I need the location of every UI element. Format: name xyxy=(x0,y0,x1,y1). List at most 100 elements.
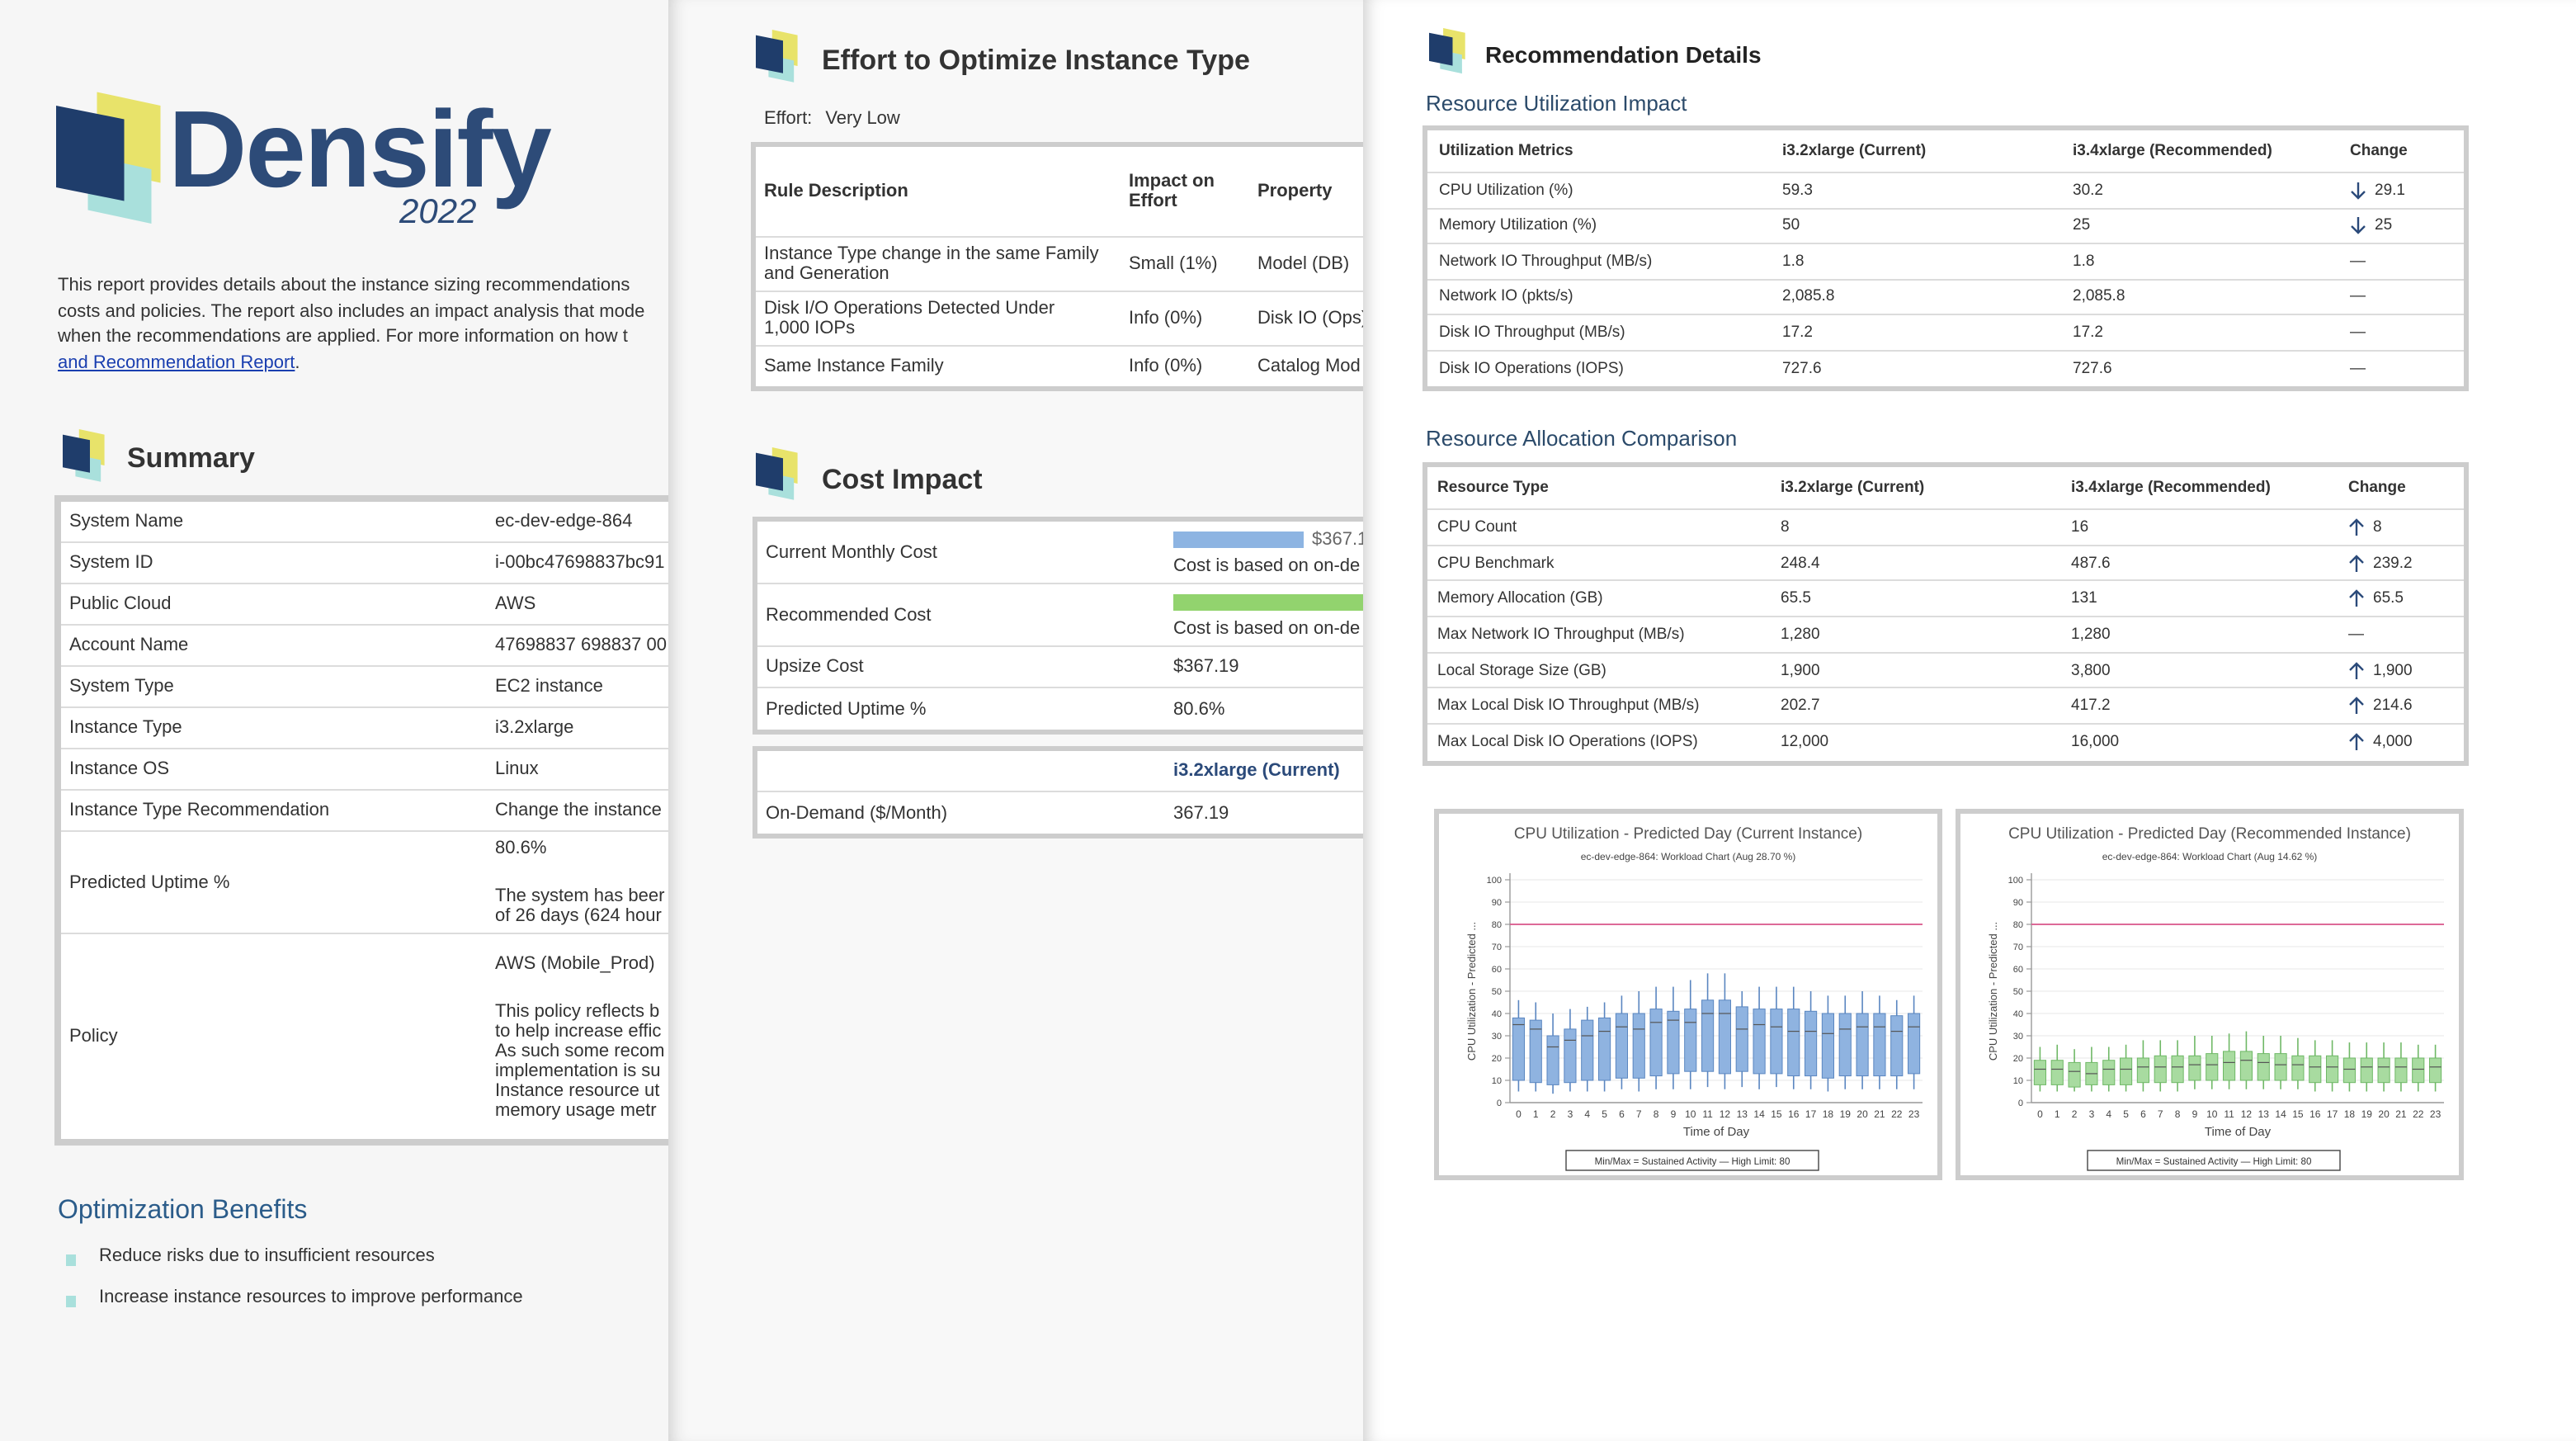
table-cell: 16,000 xyxy=(2071,734,2348,752)
table-cell: CPU Utilization (%) xyxy=(1439,182,1782,200)
x-tick-label: 5 xyxy=(2123,1108,2129,1120)
y-tick-label: 40 xyxy=(1492,1009,1502,1019)
y-axis-title: CPU Utilization - Predicted ... xyxy=(1987,922,1999,1061)
cell-line: ec-dev-edge-864 xyxy=(495,512,633,532)
change-arrow xyxy=(2351,182,2366,200)
summary-table: System Name ec-dev-edge-864 System ID i-00b… xyxy=(54,495,668,1146)
icon-blue xyxy=(1429,32,1453,66)
table-row: Instance Type i3.2xlarge xyxy=(61,708,668,749)
icon-blue xyxy=(63,434,90,473)
cell-line: 1,280 xyxy=(1781,625,1820,644)
cell-line: and Generation xyxy=(764,264,889,284)
table-cell: Change xyxy=(2350,142,2465,160)
table-cell: Predicted Uptime % xyxy=(69,872,495,892)
effort-line: Effort: Very Low xyxy=(764,109,900,129)
cell-line: Cost is based on on-de xyxy=(1173,619,1361,639)
x-tick-label: 8 xyxy=(2175,1108,2181,1120)
table-cell: System Type xyxy=(69,677,495,697)
cell-line: Instance Type xyxy=(69,718,182,738)
cell-line: i3.2xlarge (Current) xyxy=(1781,479,1925,497)
cell-line: Linux xyxy=(495,759,539,779)
cell-paragraph: AWS (Mobile_Prod) xyxy=(495,953,668,973)
cell-line: The system has beer xyxy=(495,886,665,906)
cell-line: Memory Utilization (%) xyxy=(1439,216,1597,235)
section-icon xyxy=(756,447,798,500)
cost-bar xyxy=(1173,594,1363,611)
table-cell: — xyxy=(2350,360,2465,378)
box xyxy=(1890,1015,1904,1077)
change-arrow xyxy=(2349,589,2364,607)
section-title: Recommendation Details xyxy=(1485,41,1762,68)
cell-line: EC2 instance xyxy=(495,677,603,697)
cell-line: Property xyxy=(1257,182,1333,201)
x-tick-label: 19 xyxy=(1840,1108,1852,1120)
box xyxy=(2309,1055,2322,1084)
change-value: 65.5 xyxy=(2373,589,2404,608)
cell-line: $367.19 xyxy=(1173,657,1239,677)
table-cell: 25 xyxy=(2350,216,2465,234)
table-cell: 3,800 xyxy=(2071,661,2348,679)
table-cell: Change xyxy=(2348,479,2464,497)
box xyxy=(2412,1057,2425,1084)
table-cell: i3.2xlarge (Current) xyxy=(1173,761,1340,781)
x-tick-label: 15 xyxy=(2292,1108,2304,1120)
x-tick-label: 7 xyxy=(1636,1108,1642,1120)
box xyxy=(2429,1057,2442,1084)
table-row: Max Local Disk IO Operations (IOPS) 12,00… xyxy=(1427,725,2464,760)
table-row: Disk I/O Operations Detected Under 1,000 … xyxy=(756,292,1363,347)
cell-paragraph: The system has beer of 26 days (624 hour xyxy=(495,886,668,926)
x-tick-label: 9 xyxy=(2192,1108,2198,1120)
legend-text: Min/Max = Sustained Activity — High Limi… xyxy=(1595,1156,1790,1167)
table-cell: 202.7 xyxy=(1781,697,2071,716)
table-cell: 29.1 xyxy=(2350,181,2465,199)
table-cell: ec-dev-edge-864 xyxy=(495,512,668,532)
cost-bar-line: $367.19 xyxy=(1173,528,1363,551)
x-tick-label: 16 xyxy=(1788,1108,1800,1120)
cell-line: 131 xyxy=(2071,589,2097,608)
box xyxy=(2223,1051,2236,1081)
table-cell: Policy xyxy=(69,1027,495,1046)
box xyxy=(1873,1013,1886,1077)
table-cell: Catalog Mod xyxy=(1257,357,1363,376)
box xyxy=(1546,1035,1559,1085)
cell-line: to help increase effic xyxy=(495,1021,662,1041)
cell-line: Recommended Cost xyxy=(766,605,932,625)
x-axis-title: Time of Day xyxy=(2205,1125,2272,1139)
table-cell: 1.8 xyxy=(2073,253,2350,271)
y-tick-label: 80 xyxy=(2013,920,2023,930)
change-arrow xyxy=(2349,554,2364,572)
report-link: and Recommendation Report xyxy=(58,352,295,372)
table-cell: CPU Benchmark xyxy=(1437,554,1781,572)
x-tick-label: 5 xyxy=(1602,1108,1607,1120)
table-cell: 367.19 xyxy=(1173,803,1363,823)
x-tick-label: 1 xyxy=(2055,1108,2060,1120)
table-cell: i3.2xlarge (Current) xyxy=(1782,142,2073,160)
x-tick-label: 20 xyxy=(2378,1108,2390,1120)
box xyxy=(1908,1013,1921,1075)
x-tick-label: 16 xyxy=(2309,1108,2321,1120)
cost-compare-table: i3.2xlarge (Current) On-Demand ($/Month) 3… xyxy=(753,746,1363,839)
cell-line: System Type xyxy=(69,677,174,697)
header-row: Resource Type i3.2xlarge (Current) i3.4xla… xyxy=(1427,467,2464,510)
y-tick-label: 30 xyxy=(1492,1032,1502,1042)
change-arrow xyxy=(2349,661,2364,679)
section-icon xyxy=(63,429,105,482)
arrow-path xyxy=(2349,517,2364,536)
x-tick-label: 15 xyxy=(1771,1108,1782,1120)
box xyxy=(2102,1060,2116,1085)
x-tick-label: 21 xyxy=(2395,1108,2407,1120)
box xyxy=(1856,1013,1869,1077)
intro-text: This report provides details about the i… xyxy=(58,274,644,376)
table-row: Predicted Uptime % 80.6% xyxy=(757,688,1363,730)
box xyxy=(1770,1009,1783,1075)
x-tick-label: 1 xyxy=(1533,1108,1539,1120)
cell-line: Upsize Cost xyxy=(766,657,864,677)
table-row: Predicted Uptime % 80.6% The system has be… xyxy=(61,832,668,934)
cell-line: i-00bc47698837bc91 xyxy=(495,553,665,573)
x-tick-label: 17 xyxy=(2327,1108,2338,1120)
cell-line: 12,000 xyxy=(1781,733,1829,752)
intro-end: . xyxy=(295,352,300,372)
table-cell: CPU Count xyxy=(1437,518,1781,536)
table-row: System ID i-00bc47698837bc91 xyxy=(61,543,668,584)
